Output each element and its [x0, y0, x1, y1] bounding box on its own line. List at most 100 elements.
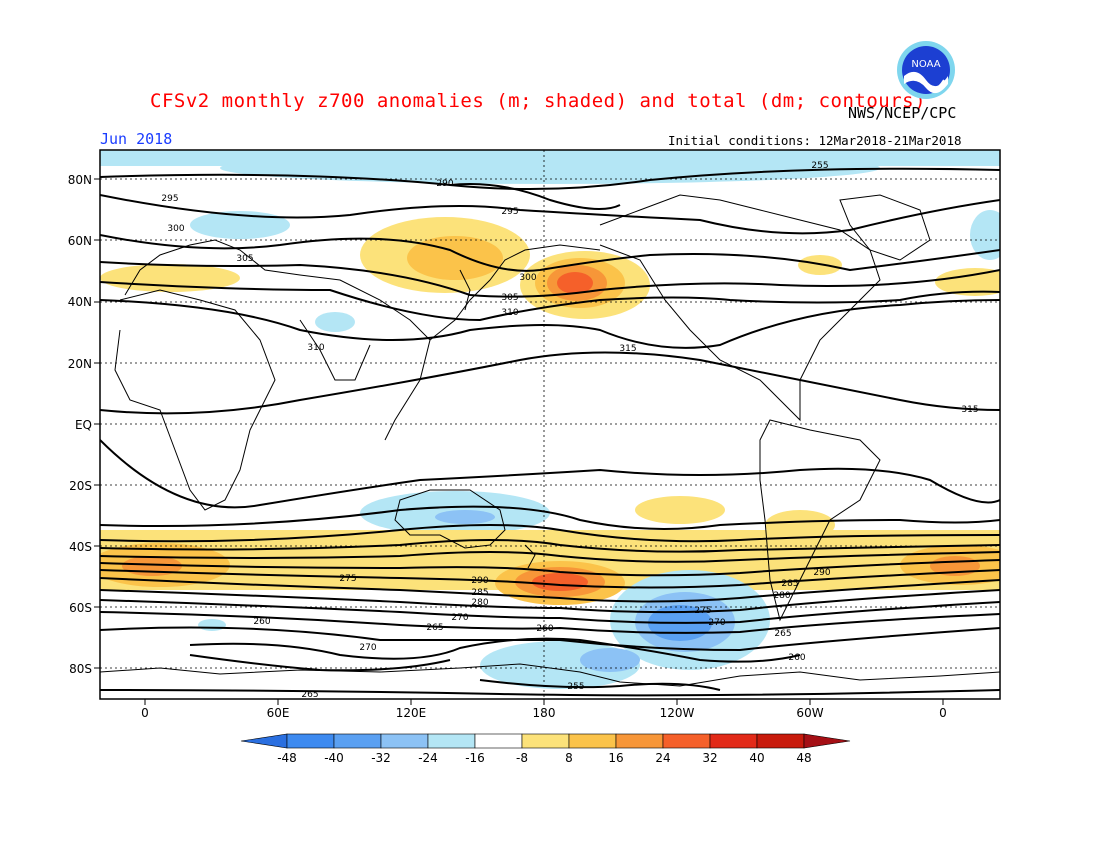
- colorbar-tick-label: 8: [565, 751, 573, 765]
- contour-305-south: [100, 524, 1000, 543]
- contour-270-south: [100, 599, 1000, 624]
- contour-label: 265: [301, 690, 318, 700]
- contour-label: 270: [451, 613, 468, 623]
- anomaly-shading: [100, 150, 1000, 699]
- contour-label: 265: [774, 629, 791, 639]
- anomaly-southern-negative: [198, 619, 226, 631]
- contour-295-north: [100, 194, 1000, 235]
- colorbar-swatch: [427, 733, 476, 749]
- colorbar-swatch: [568, 733, 617, 749]
- contour-label: 260: [536, 624, 553, 634]
- anomaly-europe-positive: [935, 268, 1000, 296]
- lon-label-120w: 120W: [659, 706, 695, 720]
- contour-label: 275: [339, 574, 356, 584]
- contour-290-north: [100, 167, 1000, 190]
- colorbar-tick-label: 40: [749, 751, 764, 765]
- contour-275-south: [100, 589, 1000, 614]
- colorbar-swatch: [286, 733, 335, 749]
- anomaly-pacific-positive: [557, 272, 593, 294]
- contour-290-south: [100, 559, 1000, 577]
- contour-265-antarctic: [189, 654, 451, 672]
- contour-label: 255: [567, 682, 584, 692]
- logo-text: NOAA: [911, 59, 940, 70]
- height-contours: [100, 167, 1000, 697]
- colorbar-arrow-low: [240, 733, 288, 749]
- graticule: [100, 150, 1000, 699]
- anomaly-south-america-positive: [765, 510, 835, 540]
- contour-label: 280: [773, 591, 790, 601]
- lat-label-20s: 20S: [69, 479, 92, 493]
- contour-label: 290: [436, 179, 453, 189]
- contour-label: 280: [471, 598, 488, 608]
- lat-label-60n: 60N: [67, 234, 92, 248]
- contour-300-south: [100, 539, 1000, 553]
- colorbar-tick-label: -48: [277, 751, 297, 765]
- agency-label: NWS/NCEP/CPC: [848, 104, 957, 122]
- contour-305-north: [100, 261, 1000, 298]
- contour-310-north: [100, 281, 1000, 322]
- lat-label-eq: EQ: [74, 418, 92, 432]
- colorbar-swatch: [709, 733, 758, 749]
- anomaly-australia-negative: [435, 510, 495, 524]
- anomaly-siberia-positive: [407, 236, 503, 280]
- anomaly-tibet-negative: [315, 312, 355, 332]
- contour-260-south: [100, 626, 1000, 652]
- contour-label: 295: [501, 207, 518, 217]
- contour-label: 300: [167, 224, 184, 234]
- contour-label: 295: [161, 194, 178, 204]
- lon-label-0-west: 0: [141, 706, 149, 720]
- contour-295-pole: [449, 183, 621, 210]
- contour-label: 310: [501, 308, 518, 318]
- colorbar: -48 -40 -32 -24 -16 -8 8 16 24 32 40 48: [240, 733, 851, 765]
- colorbar-arrow-high: [803, 733, 851, 749]
- contour-label: 265: [426, 623, 443, 633]
- initial-conditions: Initial conditions: 12Mar2018-21Mar2018: [668, 133, 962, 148]
- contour-285-south: [100, 569, 1000, 589]
- contour-label: 260: [788, 653, 805, 663]
- lat-label-40s: 40S: [69, 540, 92, 554]
- contour-label: 290: [813, 568, 830, 578]
- colorbar-swatch: [474, 733, 523, 749]
- lon-label-60e: 60E: [266, 706, 290, 720]
- lon-label-60w: 60W: [796, 706, 824, 720]
- coast-greenland: [839, 194, 931, 261]
- contour-label: 310: [307, 343, 324, 353]
- anomaly-greenland-negative: [190, 211, 290, 239]
- contour-label: 315: [619, 344, 636, 354]
- colorbar-tick-label: -8: [516, 751, 528, 765]
- coast-japan: [459, 269, 471, 311]
- contour-270-antarctic: [189, 637, 801, 663]
- colorbar-tick-label: -40: [324, 751, 344, 765]
- anomaly-canada-negative: [970, 210, 1000, 260]
- contour-label: 285: [781, 579, 798, 589]
- axis-ticks: [94, 178, 944, 705]
- lat-label-20n: 20N: [67, 357, 92, 371]
- contour-label: 315: [961, 405, 978, 415]
- colorbar-tick-label: -32: [371, 751, 391, 765]
- contour-label: 270: [359, 643, 376, 653]
- contour-label: 290: [471, 576, 488, 586]
- contour-280-south: [100, 577, 1000, 603]
- contour-315-south: [100, 439, 1000, 509]
- chart-title: CFSv2 monthly z700 anomalies (m; shaded)…: [150, 90, 927, 112]
- contour-255-antarctic: [479, 679, 721, 691]
- colorbar-tick-label: 48: [796, 751, 811, 765]
- anomaly-south-pacific-positive: [532, 573, 588, 591]
- colorbar-tick-label: 16: [608, 751, 623, 765]
- contour-300-north: [100, 234, 1000, 272]
- contour-315-tropics: [100, 351, 1000, 415]
- contour-label: 285: [471, 588, 488, 598]
- lon-label-0-east: 0: [939, 706, 947, 720]
- anomaly-ross-negative: [580, 648, 640, 672]
- forecast-month: Jun 2018: [100, 130, 173, 148]
- colorbar-swatch: [756, 733, 805, 749]
- coast-india: [299, 319, 371, 381]
- contour-label: 305: [501, 293, 518, 303]
- coast-antarctica: [100, 663, 1000, 687]
- contour-265-bottom: [100, 689, 1000, 697]
- anomaly-arctic-negative: [220, 152, 880, 184]
- coast-new-zealand: [524, 544, 536, 569]
- lat-label-80n: 80N: [67, 173, 92, 187]
- lon-label-120e: 120E: [395, 706, 427, 720]
